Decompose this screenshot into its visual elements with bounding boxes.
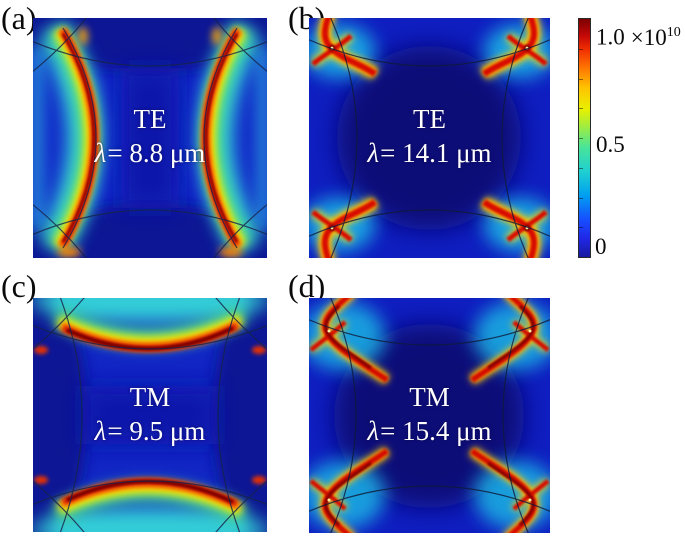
contour-lines	[33, 298, 267, 532]
mode-label: TE	[133, 104, 167, 134]
wavelength-label: λ= 14.1 μm	[309, 136, 550, 170]
wavelength-value: = 8.8 μm	[107, 138, 206, 168]
lambda-symbol: λ	[94, 138, 107, 168]
hot-streak-corner	[309, 298, 390, 385]
colorbar-multiplier: ×10	[630, 24, 667, 50]
panel-d: TM λ= 15.4 μm	[309, 298, 550, 533]
colorbar-tick	[579, 108, 583, 110]
contour-lines	[33, 18, 267, 258]
panel-d-label: (d)	[288, 268, 326, 304]
colorbar-tick	[579, 48, 583, 50]
colorbar-min-label: 0	[595, 234, 607, 259]
colorbar-mid-label: 0.5	[596, 132, 625, 157]
panel-d-annotation: TM λ= 15.4 μm	[309, 380, 550, 448]
lambda-symbol: λ	[94, 416, 107, 446]
field-map-d	[309, 298, 550, 533]
panel-c-annotation: TM λ= 9.5 μm	[33, 380, 267, 448]
colorbar	[578, 18, 591, 258]
panel-b: TE λ= 14.1 μm	[309, 18, 550, 258]
colorbar-tick	[579, 78, 583, 80]
panel-c: TM λ= 9.5 μm	[33, 298, 267, 532]
panel-a-label: (a)	[1, 0, 37, 36]
wavelength-value: = 15.4 μm	[380, 416, 492, 446]
colorbar-tick	[579, 197, 583, 199]
wavelength-value: = 9.5 μm	[107, 416, 206, 446]
contour-lines	[309, 298, 550, 533]
wavelength-label: λ= 8.8 μm	[33, 136, 267, 170]
mode-label: TM	[129, 382, 171, 412]
lambda-symbol: λ	[367, 416, 380, 446]
lambda-symbol: λ	[367, 138, 380, 168]
wavelength-label: λ= 9.5 μm	[33, 414, 267, 448]
hot-crescent-top	[33, 298, 267, 354]
colorbar-tick	[579, 167, 583, 169]
panel-c-label: (c)	[1, 268, 37, 304]
mode-label: TM	[409, 382, 450, 412]
panel-a-annotation: TE λ= 8.8 μm	[33, 102, 267, 170]
contour-lines	[309, 18, 550, 258]
field-map-b	[309, 18, 550, 258]
mode-label: TE	[413, 104, 446, 134]
colorbar-tick	[579, 138, 583, 139]
wavelength-label: λ= 15.4 μm	[309, 414, 550, 448]
colorbar-max-value: 1.0	[596, 24, 625, 50]
field-map-c	[33, 298, 267, 532]
colorbar-exponent: 10	[666, 25, 681, 40]
hot-crescent-left	[33, 21, 101, 257]
field-map-a	[33, 18, 267, 258]
colorbar-max-label: 1.0 ×1010	[596, 20, 681, 51]
colorbar-tick	[579, 227, 583, 229]
panel-a: TE λ= 8.8 μm	[33, 18, 267, 258]
panel-b-annotation: TE λ= 14.1 μm	[309, 102, 550, 170]
wavelength-value: = 14.1 μm	[380, 138, 492, 168]
